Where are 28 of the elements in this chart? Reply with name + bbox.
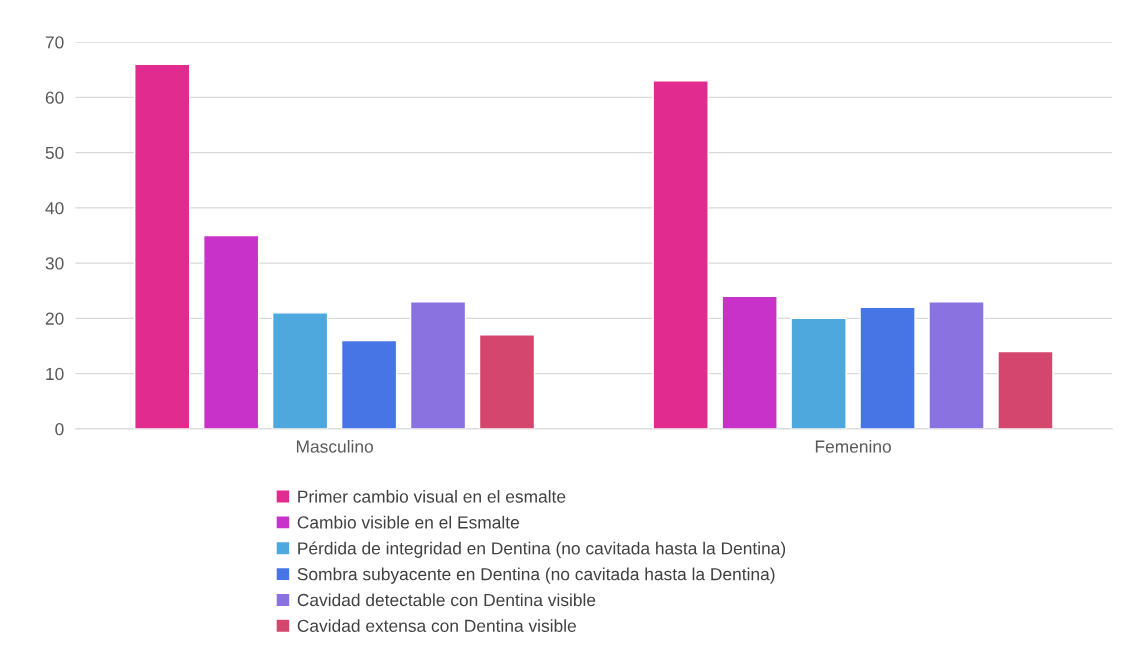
legend-label: Cavidad detectable con Dentina visible (297, 593, 596, 607)
y-tick-label: 40 (45, 202, 64, 215)
x-tick-label: Masculino (296, 439, 373, 453)
bar (928, 301, 985, 429)
legend-label: Pérdida de integridad en Dentina (no cavitada hasta la Dentina) (298, 541, 786, 558)
bar (859, 306, 916, 429)
y-tick-label: 50 (45, 146, 64, 160)
y-tick-label: 0 (55, 423, 64, 436)
legend-label: Cambio visible en el Esmalte (297, 515, 519, 529)
y-tick-label: 10 (46, 367, 64, 381)
legend-label: Cavidad extensa con Dentina visible (297, 619, 576, 632)
y-tick-label: 30 (45, 257, 64, 270)
y-tick-label: 70 (45, 36, 64, 49)
bar (134, 63, 191, 429)
bar (478, 334, 536, 429)
bar (202, 234, 260, 429)
bar (271, 312, 329, 429)
bar (340, 339, 398, 429)
bar (652, 80, 709, 429)
bar (997, 350, 1054, 429)
legend-label: Sombra subyacente en Dentina (no cavitada hasta la Dentina) (297, 567, 775, 584)
x-tick-label: Femenino (815, 439, 891, 453)
y-tick-label: 60 (45, 91, 64, 104)
y-tick-label: 20 (45, 312, 64, 325)
bar (409, 301, 467, 429)
bar (721, 295, 778, 429)
legend-label: Primer cambio visual en el esmalte (298, 490, 566, 503)
bar (790, 317, 847, 429)
